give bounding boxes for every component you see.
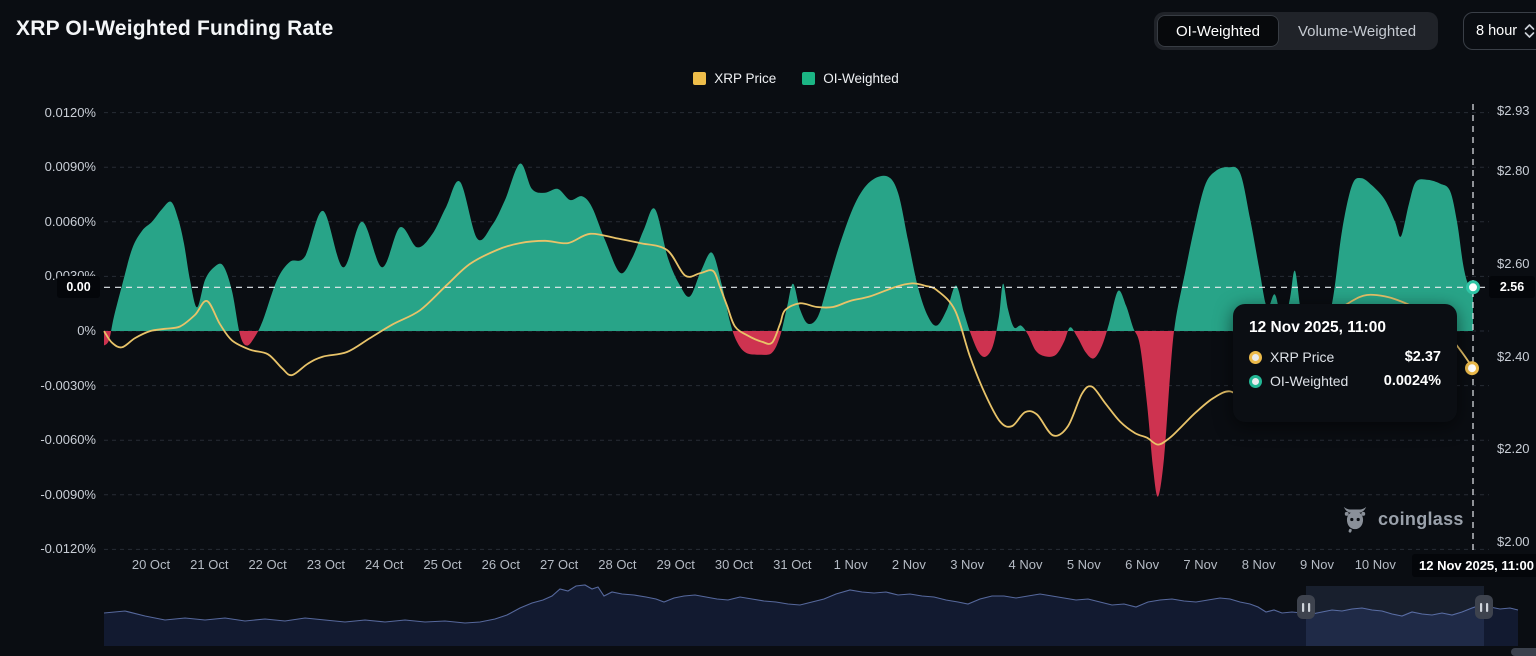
tooltip-series-value: $2.37: [1404, 349, 1441, 365]
x-axis-tick: 25 Oct: [423, 557, 462, 572]
page-title: XRP OI-Weighted Funding Rate: [16, 17, 334, 40]
legend-label: XRP Price: [714, 71, 777, 86]
nav-handle-grip: [1486, 603, 1489, 612]
y-axis-tick: -0.0030%: [40, 377, 96, 393]
weighting-toggle: OI-Weighted Volume-Weighted: [1154, 12, 1439, 50]
price-axis-tick: $2.60: [1497, 255, 1530, 271]
series-bullet-icon: [1249, 374, 1262, 388]
x-axis-tick: 29 Oct: [656, 557, 695, 572]
price-axis-tick: $2.00: [1497, 533, 1530, 549]
x-axis-tick: 5 Nov: [1066, 557, 1101, 572]
tab-oi-weighted[interactable]: OI-Weighted: [1157, 15, 1279, 47]
tooltip-row: XRP Price $2.37: [1249, 349, 1441, 365]
legend-item-oi-weighted[interactable]: OI-Weighted: [802, 71, 899, 86]
x-axis-tick: 27 Oct: [539, 557, 579, 572]
tab-volume-weighted[interactable]: Volume-Weighted: [1279, 15, 1435, 47]
x-axis-tick: 1 Nov: [833, 557, 868, 572]
navigator-area[interactable]: [104, 585, 1518, 646]
x-axis-tick: 4 Nov: [1008, 557, 1043, 572]
nav-handle-right[interactable]: [1475, 595, 1493, 619]
x-axis-tick: 7 Nov: [1183, 557, 1218, 572]
nav-handle-grip: [1480, 603, 1483, 612]
legend-swatch: [802, 72, 816, 85]
y-axis-tick: -0.0060%: [40, 432, 96, 448]
crosshair-left-label: 0.00: [57, 276, 100, 298]
crosshair-date-label: 12 Nov 2025, 11:00: [1412, 554, 1536, 577]
price-dot: [1465, 361, 1479, 376]
tooltip-series-value: 0.0024%: [1383, 373, 1441, 389]
tooltip-title: 12 Nov 2025, 11:00: [1249, 319, 1387, 336]
navigator-selection[interactable]: [1306, 586, 1484, 646]
nav-handle-left[interactable]: [1297, 595, 1315, 619]
legend: XRP Price OI-Weighted: [28, 71, 1536, 86]
price-axis-tick: $2.93: [1497, 103, 1530, 118]
y-axis-tick: 0.0090%: [44, 159, 96, 175]
y-axis-tick: 0.0060%: [44, 213, 96, 229]
chevron-updown-icon: [1524, 24, 1535, 38]
x-axis-tick: 30 Oct: [714, 557, 754, 572]
watermark-text: coinglass: [1378, 508, 1464, 529]
x-axis-tick: 22 Oct: [248, 557, 287, 572]
nav-handle-grip: [1302, 603, 1305, 612]
y-axis-tick: 0%: [77, 323, 96, 338]
price-axis-tick: $2.80: [1497, 163, 1530, 179]
interval-select[interactable]: 8 hour: [1463, 12, 1536, 50]
crosshair-right-label: 2.56: [1489, 276, 1535, 298]
series-bullet-icon: [1249, 350, 1262, 364]
tooltip-series-label: OI-Weighted: [1270, 373, 1349, 389]
x-axis-tick: 3 Nov: [950, 557, 985, 572]
funding-dot: [1466, 280, 1480, 295]
watermark: coinglass: [1340, 504, 1464, 534]
scrollbar-thumb[interactable]: [1511, 648, 1536, 656]
x-axis-tick: 21 Oct: [190, 557, 229, 572]
legend-swatch: [693, 72, 707, 85]
x-axis-tick: 9 Nov: [1300, 557, 1334, 572]
tooltip-series-label: XRP Price: [1270, 349, 1335, 365]
price-axis-tick: $2.40: [1497, 348, 1530, 364]
x-axis-tick: 26 Oct: [481, 557, 520, 572]
legend-label: OI-Weighted: [823, 71, 899, 86]
x-axis-tick: 24 Oct: [365, 557, 404, 572]
x-axis-tick: 6 Nov: [1125, 557, 1160, 572]
x-axis-tick: 8 Nov: [1241, 557, 1276, 572]
x-axis-tick: 2 Nov: [891, 557, 926, 572]
legend-item-xrp-price[interactable]: XRP Price: [693, 71, 776, 86]
price-axis-tick: $2.20: [1497, 441, 1530, 457]
nav-handle-grip: [1308, 603, 1311, 612]
funding-area-positive: [104, 163, 1473, 331]
tooltip-rows: XRP Price $2.37 OI-Weighted 0.0024%: [1249, 349, 1441, 389]
coinglass-logo-icon: [1343, 506, 1367, 533]
y-axis-tick: -0.0090%: [40, 486, 96, 502]
x-axis-tick: 10 Nov: [1354, 557, 1396, 572]
x-axis-tick: 31 Oct: [773, 557, 812, 572]
x-axis-tick: 23 Oct: [306, 557, 346, 572]
tooltip-row: OI-Weighted 0.0024%: [1249, 373, 1441, 389]
y-axis-tick: -0.0120%: [40, 541, 96, 557]
interval-value: 8 hour: [1476, 23, 1518, 39]
y-axis-tick: 0.0120%: [44, 104, 96, 120]
tooltip: 12 Nov 2025, 11:00 XRP Price $2.37 OI-Weig…: [1233, 304, 1457, 422]
navigator-line: [103, 584, 1519, 624]
x-axis-tick: 28 Oct: [598, 557, 637, 572]
x-axis-tick: 20 Oct: [131, 557, 171, 572]
